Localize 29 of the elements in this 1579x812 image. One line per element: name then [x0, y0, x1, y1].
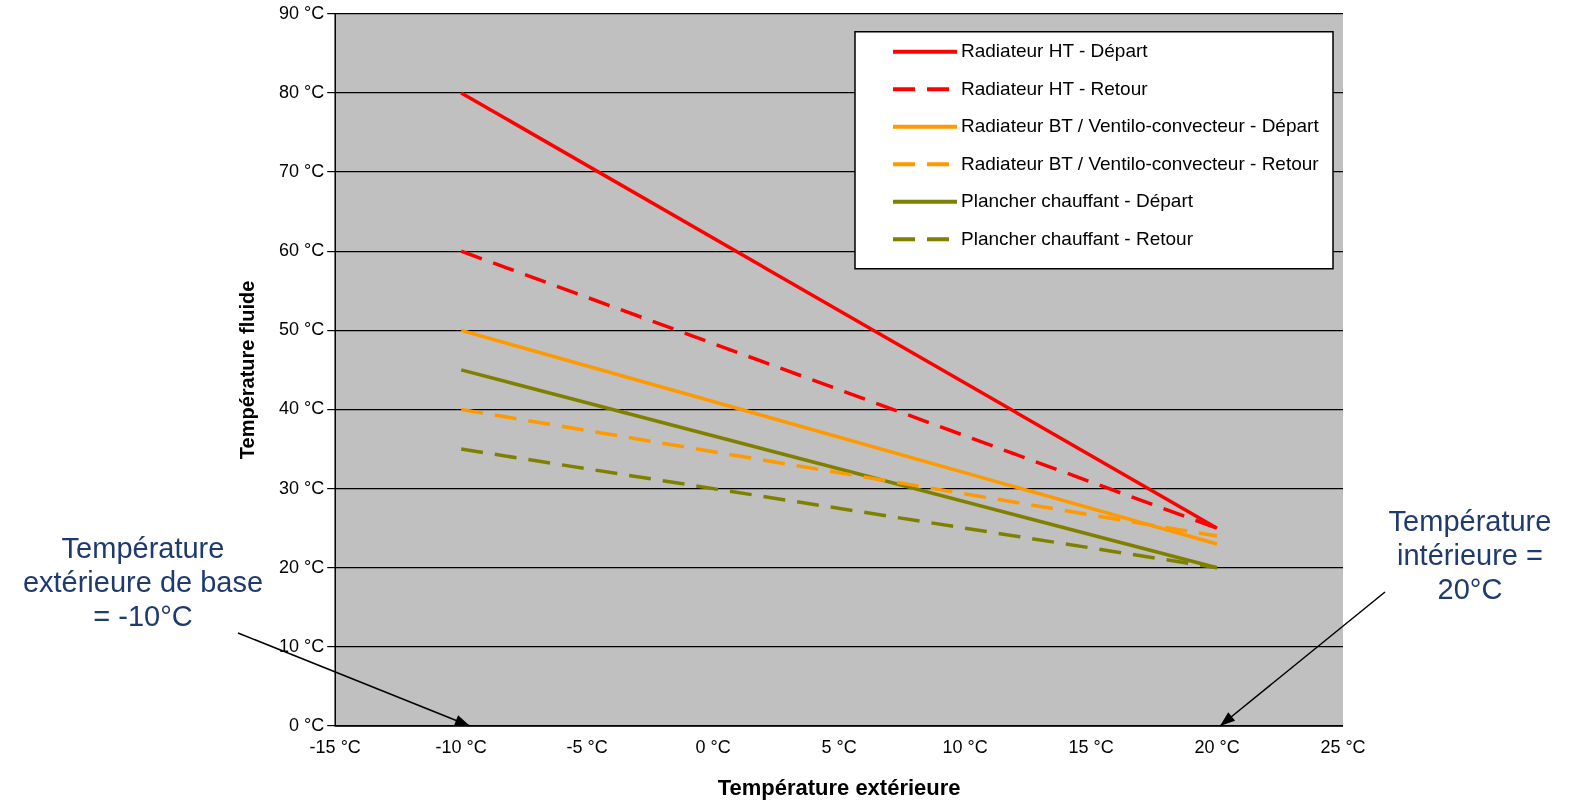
y-tick-label: 40 °C: [278, 398, 325, 419]
legend-label: Radiateur BT / Ventilo-convecteur - Retour: [961, 152, 1320, 174]
x-tick-label: -10 °C: [435, 736, 487, 757]
y-axis-title: Température fluide: [235, 280, 258, 460]
x-tick-label: 20 °C: [1194, 736, 1240, 757]
x-tick-label: 25 °C: [1320, 736, 1366, 757]
y-tick-label: 0 °C: [289, 714, 325, 735]
legend-label: Radiateur HT - Départ: [961, 40, 1149, 62]
legend-label: Radiateur BT / Ventilo-convecteur - Départ: [961, 115, 1320, 137]
x-tick-label: 15 °C: [1068, 736, 1114, 757]
x-tick-label: -5 °C: [566, 736, 608, 757]
y-tick-label: 10 °C: [278, 635, 325, 656]
y-tick-label: 50 °C: [278, 319, 325, 340]
x-tick-label: 10 °C: [942, 736, 988, 757]
x-axis-title: Température extérieure: [717, 774, 961, 800]
y-tick-label: 20 °C: [278, 556, 325, 577]
y-tick-label: 70 °C: [278, 161, 325, 182]
y-tick-label: 90 °C: [278, 2, 325, 23]
text: Température intérieure = 20°C: [1388, 504, 1552, 605]
x-tick-label: 0 °C: [695, 736, 731, 757]
legend-label: Radiateur HT - Retour: [961, 77, 1149, 99]
y-tick-label: 60 °C: [278, 240, 325, 261]
x-tick-label: -15 °C: [309, 736, 361, 757]
y-tick-label: 80 °C: [278, 81, 325, 102]
legend-label: Plancher chauffant - Retour: [961, 227, 1194, 249]
text: Température extérieure de base = -10°C: [22, 531, 264, 632]
x-tick-label: 5 °C: [821, 736, 857, 757]
y-tick-label: 30 °C: [278, 477, 325, 498]
legend-label: Plancher chauffant - Départ: [961, 190, 1194, 212]
